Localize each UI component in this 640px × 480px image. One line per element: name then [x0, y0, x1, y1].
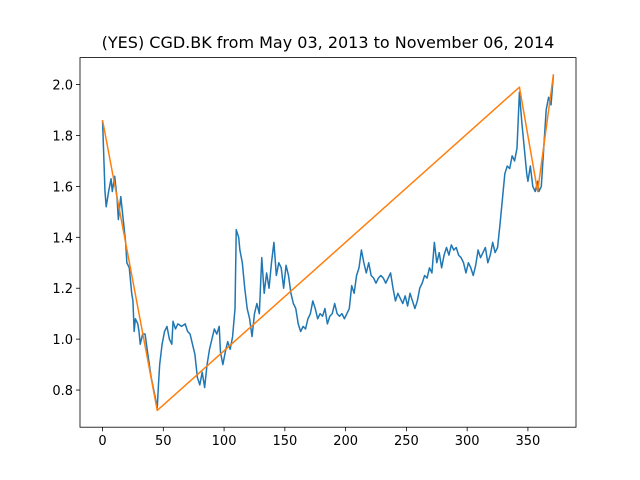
- y-tick-label: 1.6: [52, 180, 73, 195]
- x-tick-label: 0: [98, 434, 106, 449]
- x-tick-label: 150: [272, 434, 297, 449]
- x-tick-label: 300: [455, 434, 480, 449]
- x-tick-label: 50: [155, 434, 172, 449]
- x-tick-label: 200: [333, 434, 358, 449]
- y-tick-label: 2.0: [52, 79, 73, 94]
- chart-title: (YES) CGD.BK from May 03, 2013 to Novemb…: [102, 33, 555, 52]
- y-tick-label: 1.0: [52, 333, 73, 348]
- plot-frame: [79, 57, 577, 428]
- y-tick-label: 1.2: [52, 282, 73, 297]
- x-tick-label: 250: [394, 434, 419, 449]
- y-tick-label: 1.8: [52, 129, 73, 144]
- y-tick-label: 0.8: [52, 384, 73, 399]
- line-series: [101, 74, 555, 412]
- line-series: [101, 74, 555, 409]
- x-tick-label: 350: [516, 434, 541, 449]
- y-tick-label: 1.4: [52, 231, 73, 246]
- x-tick-label: 100: [212, 434, 237, 449]
